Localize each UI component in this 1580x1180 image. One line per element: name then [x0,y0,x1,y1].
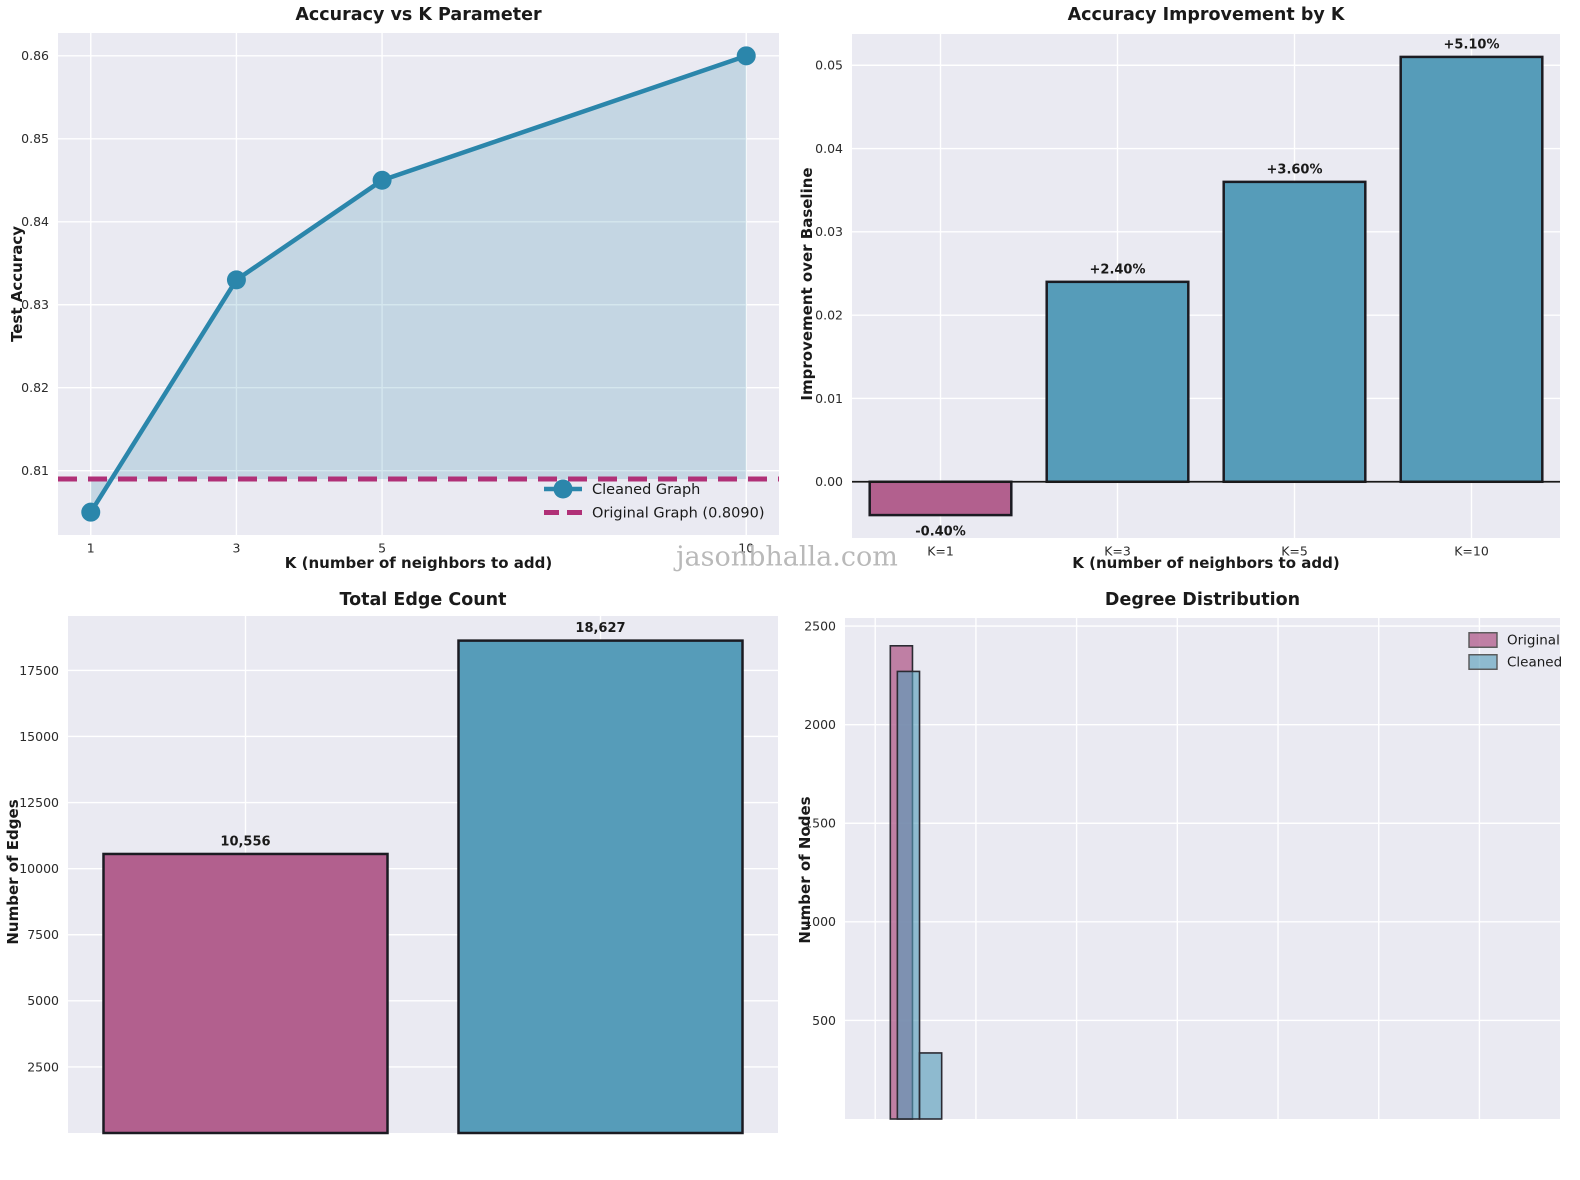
legend-label-cleaned: Cleaned [1507,655,1562,671]
accuracy-vs-k-plot-area [58,33,779,535]
hist-bar-cleaned [918,1052,943,1120]
bar-K=10 [1399,55,1544,484]
degree-distribution-plot-area [845,618,1560,1119]
data-point-marker [736,46,756,66]
ylabel-total-edge-count: Number of Edges [4,799,22,945]
ytick-label: 1000 [804,914,836,929]
ytick-label: 2500 [804,618,836,633]
bar-value-label: +5.10% [1444,37,1500,52]
xtick-label: 5 [378,540,386,555]
ytick-label: 2500 [27,1059,59,1074]
ytick-label: 0.85 [21,131,49,146]
area-fill [90,55,747,513]
bar-value-label: +2.40% [1090,262,1146,277]
ylabel-accuracy-vs-k: Test Accuracy [8,226,26,342]
ytick-label: 15000 [19,729,59,744]
ytick-label: 12500 [19,795,59,810]
legend-patch-cleaned [1468,654,1498,670]
ytick-label: 0.83 [21,297,49,312]
ytick-label: 0.84 [21,214,49,229]
ytick-label: 17500 [19,663,59,678]
legend-label-original: Original [1507,633,1560,649]
ytick-label: 1500 [804,816,836,831]
bar-value-label: 10,556 [220,835,270,850]
ytick-label: 2000 [804,717,836,732]
ytick-label: 0.05 [815,58,843,73]
accuracy-line [88,53,749,515]
bar-K=1 [868,480,1013,517]
xtick-label: 10 [738,540,754,555]
ytick-label: 0.01 [815,391,843,406]
ytick-label: 0.02 [815,308,843,323]
legend-label-original-graph: Original Graph (0.8090) [592,506,765,522]
legend-marker-sample [553,479,573,499]
ytick-label: 0.04 [815,141,843,156]
bar-K=5 [1222,180,1367,484]
ytick-label: 0.86 [21,48,49,63]
xtick-label: K=10 [1454,543,1489,558]
ytick-label: 7500 [27,927,59,942]
ytick-label: 500 [812,1013,836,1028]
xtick-label: K=3 [1104,543,1131,558]
bar-value-label: -0.40% [915,525,966,540]
xlabel-accuracy-vs-k: K (number of neighbors to add) [284,554,553,572]
legend-label-cleaned-graph: Cleaned Graph [592,482,700,498]
chart-title-total-edge-count: Total Edge Count [339,590,507,610]
ytick-label: 0.81 [21,463,49,478]
chart-title-accuracy-vs-k: Accuracy vs K Parameter [295,5,542,25]
ytick-label: 0.00 [815,474,843,489]
xtick-label: 3 [232,540,240,555]
data-point-marker [226,270,246,290]
ylabel-improvement-by-k: Improvement over Baseline [798,167,816,401]
legend-patch-original [1468,632,1498,648]
chart-title-degree-distribution: Degree Distribution [1104,590,1301,610]
chart-title-improvement-by-k: Accuracy Improvement by K [1067,5,1345,25]
bar-value-1 [457,639,744,1135]
xtick-label: K=1 [927,543,954,558]
ytick-label: 5000 [27,993,59,1008]
data-point-marker [81,502,101,522]
hist-bar-cleaned [896,670,921,1120]
data-point-marker [372,170,392,190]
bar-value-0 [102,852,389,1135]
bar-value-label: +3.60% [1267,162,1323,177]
ytick-label: 0.82 [21,380,49,395]
xlabel-improvement-by-k: K (number of neighbors to add) [1072,554,1340,572]
bar-K=3 [1045,280,1190,484]
bar-value-label: 18,627 [575,621,625,636]
ytick-label: 0.03 [815,224,843,239]
watermark: jasonbhalla.com [676,541,898,573]
ylabel-degree-distribution: Number of Nodes [796,796,814,944]
ytick-label: 10000 [19,861,59,876]
xtick-label: K=5 [1281,543,1308,558]
xtick-label: 1 [87,540,95,555]
